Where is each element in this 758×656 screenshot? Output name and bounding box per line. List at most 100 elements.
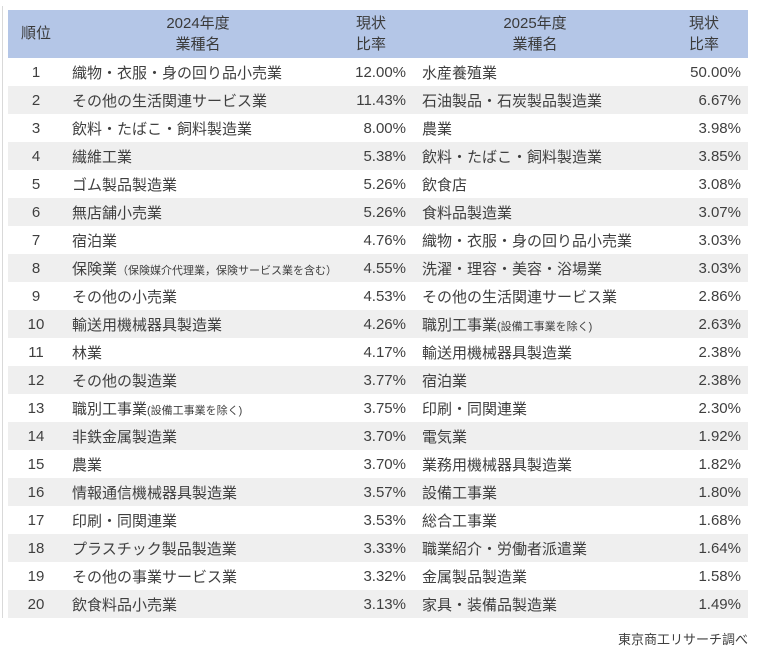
industry-2024-name: その他の事業サービス業 [72,568,238,586]
industry-2025-name: 金属製品製造業 [422,568,528,586]
table-row: 5 ゴム製品製造業 5.26% 飲食店 3.08% [8,170,748,198]
industry-2025-name: 洗濯・理容・美容・浴場業 [422,260,603,278]
industry-2024-cell: 印刷・同関連業 [64,506,332,534]
table-row: 14 非鉄金属製造業 3.70% 電気業 1.92% [8,422,748,450]
industry-2024-cell: 織物・衣服・身の回り品小売業 [64,58,332,86]
table-row: 11 林業 4.17% 輸送用機械器具製造業 2.38% [8,338,748,366]
table-row: 20 飲食料品小売業 3.13% 家具・装備品製造業 1.49% [8,590,748,618]
header-row: 順位 2024年度 業種名 現状 比率 2025年度 業種名 現状 比率 [8,10,748,58]
table-row: 8 保険業（保険媒介代理業，保険サービス業を含む） 4.55% 洗濯・理容・美容… [8,254,748,282]
industry-2025-cell: 洗濯・理容・美容・浴場業 [410,254,660,282]
header-industry-2024-year: 2024年度 [166,14,230,32]
ratio-2025-cell: 2.86% [698,287,741,305]
industry-2025-name: 飲食店 [422,176,468,194]
rank-cell: 3 [31,119,41,137]
industry-2024-cell: その他の小売業 [64,282,332,310]
industry-2025-name: 飲料・たばこ・飼料製造業 [422,148,603,166]
industry-2024-cell: その他の事業サービス業 [64,562,332,590]
industry-2024-name: ゴム製品製造業 [72,176,178,194]
industry-2024-cell: 無店舗小売業 [64,198,332,226]
industry-2024-name: 無店舗小売業 [72,204,163,222]
industry-2024-cell: プラスチック製品製造業 [64,534,332,562]
industry-2024-name: 飲食料品小売業 [72,596,178,614]
header-ratio-2025-line1: 現状 [688,14,719,32]
industry-ranking-table: 順位 2024年度 業種名 現状 比率 2025年度 業種名 現状 比率 1 織物・衣服… [8,10,748,618]
ratio-2025-cell: 3.98% [698,119,741,137]
ratio-2024-cell: 5.26% [363,175,406,193]
rank-cell: 7 [31,231,41,249]
table-left-border [2,6,3,618]
industry-2025-name: 食料品製造業 [422,204,513,222]
header-rank: 順位 [20,25,51,43]
industry-2024-cell: 飲食料品小売業 [64,590,332,618]
ratio-2025-cell: 1.82% [698,455,741,473]
rank-cell: 15 [27,455,45,473]
rank-cell: 18 [27,539,45,557]
industry-2024-note: （保険媒介代理業，保険サービス業を含む） [117,264,332,277]
ratio-2024-cell: 5.38% [363,147,406,165]
industry-2024-cell: 職別工事業(設備工事業を除く) [64,394,332,422]
table-row: 2 その他の生活関連サービス業 11.43% 石油製品・石炭製品製造業 6.67… [8,86,748,114]
industry-2025-cell: その他の生活関連サービス業 [410,282,660,310]
industry-2024-note: (設備工事業を除く) [147,404,243,417]
table-row: 15 農業 3.70% 業務用機械器具製造業 1.82% [8,450,748,478]
rank-cell: 4 [31,147,41,165]
table-row: 4 繊維工業 5.38% 飲料・たばこ・飼料製造業 3.85% [8,142,748,170]
ratio-2024-cell: 3.33% [363,539,406,557]
industry-2024-cell: 保険業（保険媒介代理業，保険サービス業を含む） [64,254,332,282]
ratio-2024-cell: 12.00% [355,63,406,81]
industry-2025-name: 家具・装備品製造業 [422,596,558,614]
header-ratio-2024-line1: 現状 [355,14,386,32]
table-row: 13 職別工事業(設備工事業を除く) 3.75% 印刷・同関連業 2.30% [8,394,748,422]
ratio-2024-cell: 11.43% [356,91,406,109]
rank-cell: 8 [31,259,41,277]
ratio-2024-cell: 3.75% [363,399,406,417]
ratio-2024-cell: 3.13% [363,595,406,613]
source-note: 東京商工リサーチ調べ [617,632,748,647]
industry-2025-cell: 織物・衣服・身の回り品小売業 [410,226,660,254]
industry-2024-cell: 飲料・たばこ・飼料製造業 [64,114,332,142]
header-industry-2025: 2025年度 業種名 [410,10,660,58]
rank-cell: 10 [27,315,45,333]
industry-2024-name: その他の製造業 [72,372,178,390]
table-row: 7 宿泊業 4.76% 織物・衣服・身の回り品小売業 3.03% [8,226,748,254]
industry-2024-name: 輸送用機械器具製造業 [72,316,223,334]
header-ratio-2024-line2: 比率 [355,36,386,53]
industry-2024-name: 農業 [72,456,103,474]
ratio-2025-cell: 1.58% [698,567,741,585]
rank-cell: 11 [28,343,44,361]
table-row: 19 その他の事業サービス業 3.32% 金属製品製造業 1.58% [8,562,748,590]
industry-2024-name: 職別工事業 [72,400,148,418]
ratio-2025-cell: 3.08% [698,175,741,193]
ratio-2025-cell: 50.00% [690,63,741,81]
industry-2025-cell: 業務用機械器具製造業 [410,450,660,478]
industry-2025-cell: 設備工事業 [410,478,660,506]
industry-2024-cell: ゴム製品製造業 [64,170,332,198]
rank-cell: 20 [27,595,45,613]
ratio-2025-cell: 3.85% [698,147,741,165]
ratio-2024-cell: 4.55% [363,259,406,277]
industry-2025-note: (設備工事業を除く) [497,320,593,333]
ratio-2024-cell: 4.26% [363,315,406,333]
industry-2025-cell: 電気業 [410,422,660,450]
ratio-2024-cell: 3.53% [363,511,406,529]
industry-2025-name: 業務用機械器具製造業 [422,456,573,474]
industry-2024-cell: 林業 [64,338,332,366]
header-ratio-2025: 現状 比率 [660,10,748,58]
ratio-2024-cell: 4.17% [363,343,406,361]
rank-cell: 9 [31,287,41,305]
ratio-2024-cell: 4.76% [363,231,406,249]
ratio-2024-cell: 3.57% [363,483,406,501]
industry-2025-cell: 職別工事業(設備工事業を除く) [410,310,660,338]
industry-2025-cell: 農業 [410,114,660,142]
ratio-2024-cell: 3.70% [363,427,406,445]
industry-2024-name: 印刷・同関連業 [72,512,178,530]
rank-cell: 17 [27,511,45,529]
rank-cell: 6 [31,203,41,221]
ratio-2025-cell: 2.30% [698,399,741,417]
rank-cell: 1 [31,63,41,81]
table-row: 1 織物・衣服・身の回り品小売業 12.00% 水産養殖業 50.00% [8,58,748,86]
industry-2025-name: 農業 [422,120,453,138]
rank-cell: 14 [27,427,45,445]
